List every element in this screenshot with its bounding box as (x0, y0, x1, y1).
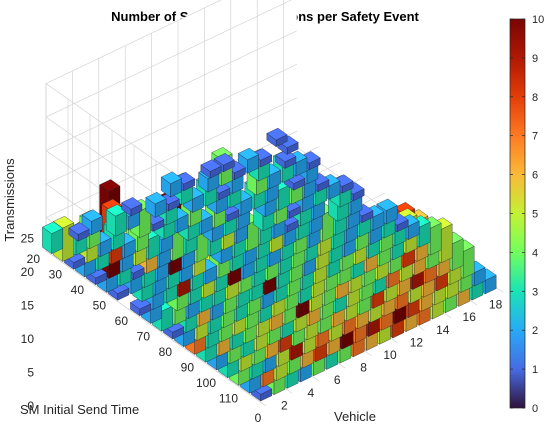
y-tick-label: 100 (196, 376, 216, 390)
bar-top-face (200, 159, 222, 172)
colorbar-tick-label: 4 (532, 247, 538, 259)
y-tick-label: 30 (49, 268, 63, 282)
x-tick-labels: 0 2 4 6 8 10 12 14 16 18 (255, 298, 503, 425)
x-axis-label: Vehicle (334, 409, 376, 424)
x-tick-label: 10 (383, 348, 397, 362)
bar (160, 171, 182, 198)
x-tick-label: 14 (436, 323, 450, 337)
x-tick-label: 6 (334, 373, 341, 387)
colorbar-tick-label: 9 (532, 53, 538, 65)
bar-front-face (440, 223, 453, 264)
colorbar-tick-label: 1 (532, 364, 538, 376)
colorbar-tick-label: 3 (532, 286, 538, 298)
z-tick-label: 20 (21, 265, 35, 279)
y-tick-label: 50 (93, 299, 107, 313)
bar-top-face (68, 222, 90, 235)
bar-top-face (145, 191, 167, 205)
colorbar-ticks: 0 1 2 3 4 5 6 7 8 9 10 (510, 14, 544, 415)
bar-front-face (462, 246, 475, 279)
bar-front-face (451, 238, 464, 271)
bar (200, 159, 222, 179)
x-tick-label: 4 (307, 386, 314, 400)
colorbar-tick-label: 5 (532, 209, 538, 221)
z-tick-label: 10 (21, 332, 35, 346)
bar-top-face (160, 171, 182, 184)
bar (266, 127, 288, 148)
bar-top-face (213, 153, 235, 166)
z-tick-labels: 0 5 10 15 20 25 (21, 232, 35, 414)
colorbar-tick-label: 6 (532, 170, 538, 182)
bar (121, 197, 143, 217)
bar (145, 191, 167, 218)
colorbar-tick-label: 8 (532, 92, 538, 104)
x-tick-label: 2 (281, 398, 288, 412)
x-tick-label: 18 (489, 298, 503, 312)
x-tick-label: 8 (360, 361, 367, 375)
colorbar-tick-label: 2 (532, 325, 538, 337)
bar-top-face (42, 221, 64, 234)
x-tick-label: 0 (255, 411, 262, 425)
y-tick-label: 40 (71, 283, 85, 297)
bar-top-face (53, 215, 75, 229)
z-tick-label: 15 (21, 299, 35, 313)
bar-top-face (376, 198, 398, 212)
y-tick-label: 90 (181, 361, 195, 375)
colorbar-tick-label: 0 (532, 403, 538, 415)
z-tick-label: 25 (21, 232, 35, 246)
bar-group (42, 127, 497, 402)
y-tick-label: 20 (27, 252, 41, 266)
bar (68, 222, 90, 242)
colorbar-tick-label: 7 (532, 131, 538, 143)
y-tick-label: 70 (137, 330, 151, 344)
y-tick-label: 80 (159, 345, 173, 359)
colorbar-tick-label: 10 (532, 14, 544, 26)
x-tick-label: 16 (463, 310, 477, 324)
bar-front-face (429, 222, 442, 256)
bar (163, 320, 185, 340)
z-tick-label: 0 (27, 399, 34, 413)
z-axis-label: Transmissions (2, 158, 17, 242)
bar-top-face (99, 179, 121, 192)
bar-top-face (121, 197, 143, 210)
bar-top-face (237, 147, 259, 161)
z-tick-label: 5 (27, 366, 34, 380)
bar (42, 221, 64, 255)
bar (130, 296, 152, 317)
y-tick-label: 60 (115, 314, 129, 328)
y-tick-label: 110 (219, 392, 238, 406)
bar-top-face (81, 209, 103, 222)
bar (275, 149, 297, 169)
y-axis-label: SM Initial Send Time (20, 402, 139, 417)
x-tick-label: 12 (410, 335, 424, 349)
bar-top-face (266, 127, 288, 141)
